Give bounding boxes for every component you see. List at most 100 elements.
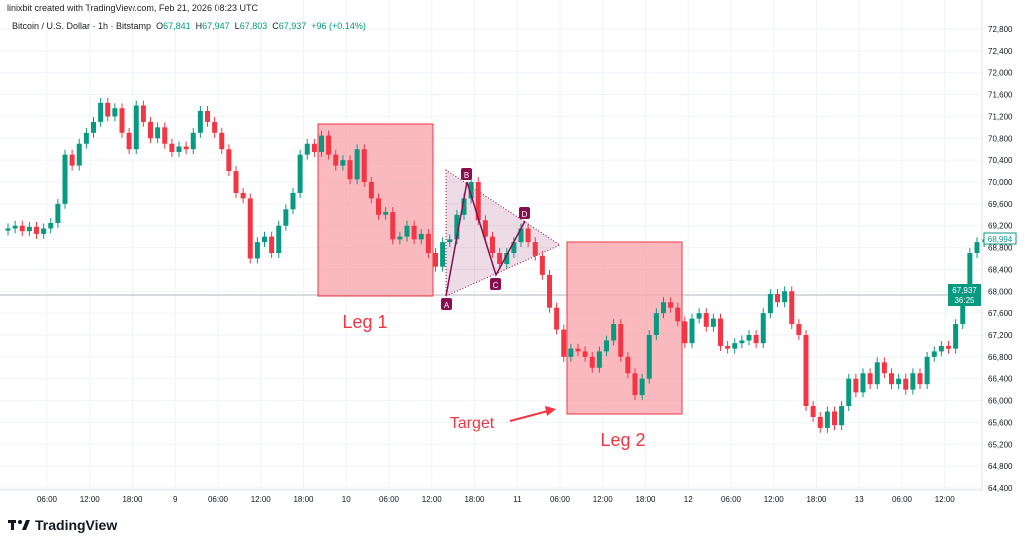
candle [297,149,303,198]
candle [924,351,930,390]
abcd-pattern-line[interactable] [445,181,526,297]
candle-body [468,182,474,199]
candle-body [582,351,588,357]
candle-body [5,228,11,231]
candle-body [953,324,959,349]
candle [254,237,260,264]
candle [760,308,766,349]
legend-close: 67,937 [278,21,307,31]
candle [326,130,332,160]
candle-body [682,321,688,344]
candle-body [262,236,267,243]
candle [26,221,32,237]
candle [938,341,944,357]
candle [41,223,47,239]
time-tick: 06:00 [721,495,742,504]
candle [725,341,731,354]
candle-body [547,274,552,308]
candle [176,141,182,157]
candle-body [411,225,417,240]
candle [775,289,780,308]
time-tick: 13 [855,495,864,504]
candle [197,106,203,138]
candle-body [710,318,716,327]
candle [525,223,531,248]
candle [910,368,916,395]
candle [682,316,688,349]
candle [604,335,609,357]
candle-body [475,182,481,221]
candle [383,207,389,220]
candle-body [62,154,68,204]
candle-body [889,373,894,385]
price-chart[interactable]: A B C D Leg 1 Leg 2 Target 72,80072,4007… [0,0,1024,512]
candle [169,138,175,157]
candle-body [91,121,96,133]
candle-body [689,318,695,344]
candle-body [589,356,595,368]
marker-price-label: 68,994 [983,232,1017,245]
time-tick: 06:00 [208,495,229,504]
candles [5,97,987,433]
candle [183,141,189,155]
candle [283,204,289,231]
candle-body [718,318,723,346]
candle-body [176,146,182,152]
candle-body [696,313,702,319]
candle-body [283,209,289,226]
candle [532,237,538,261]
leg2-box[interactable] [566,241,683,415]
symbol-name[interactable]: Bitcoin / U.S. Dollar · 1h · Bitstamp [12,21,152,31]
candle-body [568,348,574,357]
candle-body [518,228,524,243]
candle [247,193,253,264]
candle [347,155,353,185]
candle-body [525,228,531,243]
candle [753,330,759,349]
candle [796,319,802,340]
candle-body [675,307,681,322]
candle [390,207,396,245]
leg1-box[interactable] [317,123,434,297]
candle-body [126,132,132,150]
candle [767,289,773,319]
candle [867,368,873,390]
leg2-label: Leg 2 [600,430,645,450]
candle-body [447,239,453,243]
time-axis[interactable]: 06:00 12:00 18:00 9 06:00 12:00 18:00 10 06:00 12… [37,495,955,504]
candle [853,373,859,398]
point-b: B [461,168,472,180]
time-tick: 18:00 [806,495,827,504]
candle [547,269,552,313]
candle [112,103,118,122]
point-d: D [519,207,530,219]
candle [575,343,581,357]
candle-body [212,121,218,133]
tradingview-logo[interactable]: TradingView [8,517,117,533]
candle-body [739,340,745,344]
candle-body [668,302,674,308]
candle [482,215,488,242]
candle-body [376,198,381,215]
candle-body [461,198,467,215]
candle-body [105,102,111,117]
candle-body [482,220,488,237]
candle [618,319,624,362]
triangle-pattern[interactable] [445,169,562,297]
time-tick: 18:00 [635,495,656,504]
time-tick: 10 [342,495,351,504]
candle-body [903,378,909,390]
candle-body [140,105,146,122]
price-tick: 68,800 [988,244,1013,253]
point-c: C [490,278,501,290]
price-tick: 71,200 [988,112,1013,121]
price-axis[interactable]: 72,800 72,400 72,000 71,600 71,200 70,800 70,4… [988,25,1013,493]
candle-body [924,356,930,385]
candle-body [860,373,866,393]
candle-body [48,222,54,229]
time-tick: 12:00 [251,495,272,504]
candle [639,373,645,401]
candle [219,127,225,155]
candle [105,97,111,122]
price-tick: 68,000 [988,287,1013,296]
